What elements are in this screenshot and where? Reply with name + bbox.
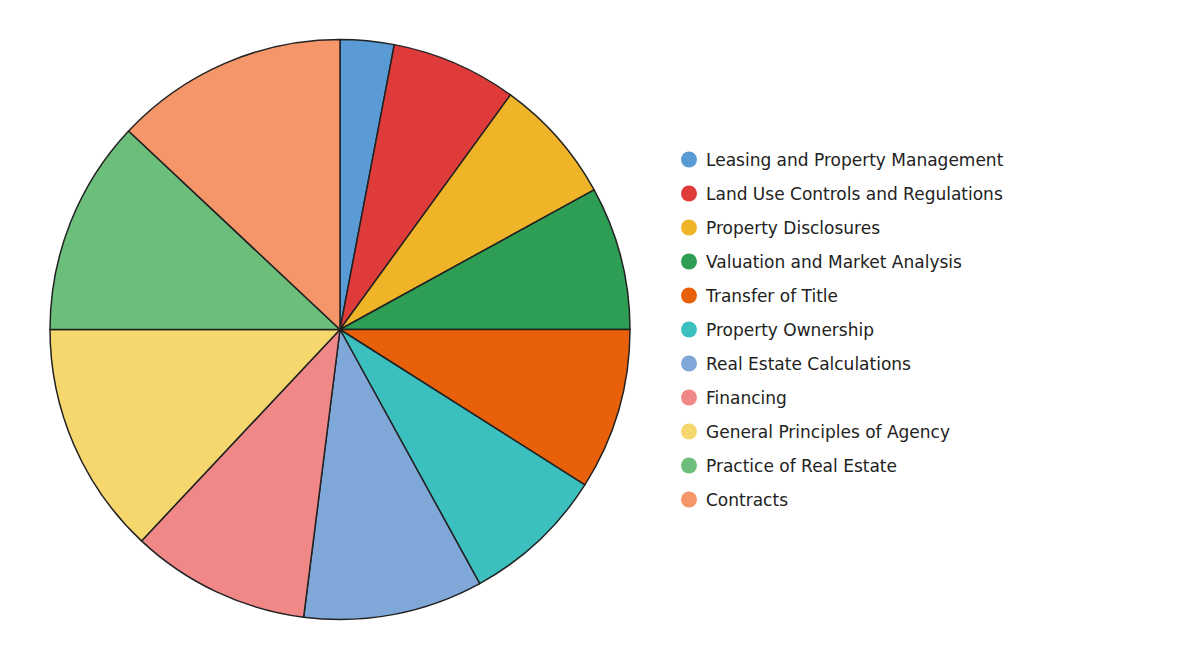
legend-label: Practice of Real Estate (706, 456, 897, 476)
legend-marker (681, 254, 697, 270)
legend-marker (681, 424, 697, 440)
legend-marker (681, 322, 697, 338)
legend-marker (681, 356, 697, 372)
legend-label: Transfer of Title (705, 286, 838, 306)
legend-label: General Principles of Agency (706, 422, 950, 442)
legend: Leasing and Property Management Land Use … (681, 150, 1004, 510)
legend-label: Real Estate Calculations (706, 354, 911, 374)
chart-svg: Leasing and Property Management Land Use … (0, 0, 1200, 659)
legend-label: Financing (706, 388, 787, 408)
legend-label: Leasing and Property Management (706, 150, 1004, 170)
chart-container: Leasing and Property Management Land Use … (0, 0, 1200, 659)
legend-marker (681, 288, 697, 304)
legend-marker (681, 220, 697, 236)
pie-slice (340, 190, 630, 330)
legend-label: Land Use Controls and Regulations (706, 184, 1003, 204)
legend-marker (681, 492, 697, 508)
legend-label: Property Disclosures (706, 218, 880, 238)
pie (50, 39, 630, 619)
legend-label: Valuation and Market Analysis (706, 252, 962, 272)
legend-marker (681, 390, 697, 406)
pie-slice (50, 330, 340, 541)
pie-slice (129, 39, 340, 329)
legend-marker (681, 152, 697, 168)
legend-label: Contracts (706, 490, 788, 510)
legend-marker (681, 458, 697, 474)
legend-label: Property Ownership (706, 320, 874, 340)
legend-marker (681, 186, 697, 202)
